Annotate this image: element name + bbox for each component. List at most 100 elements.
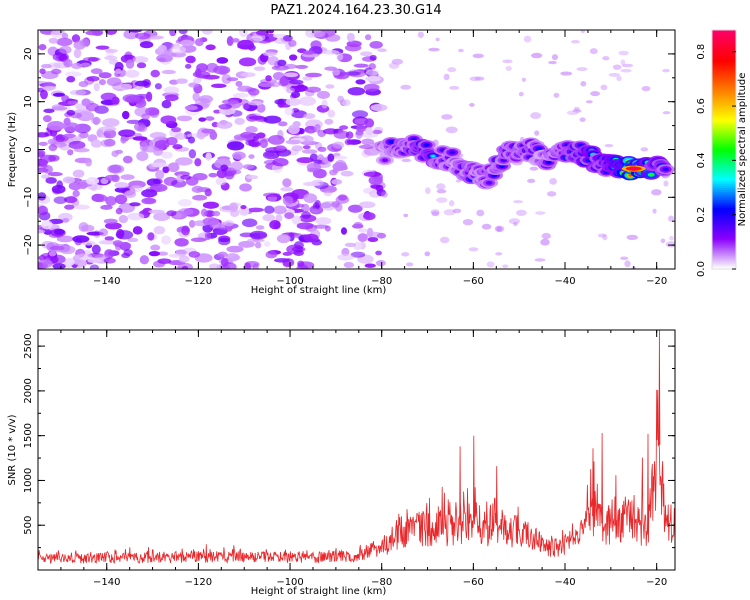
noise-blob bbox=[115, 68, 122, 74]
noise-blob bbox=[190, 237, 207, 243]
noise-blob bbox=[92, 116, 100, 126]
noise-blob bbox=[518, 91, 524, 97]
noise-blob bbox=[59, 45, 72, 55]
signal-blob bbox=[536, 147, 541, 150]
colorbar-segment bbox=[712, 179, 736, 182]
noise-blob bbox=[302, 145, 311, 150]
noise-blob bbox=[171, 179, 187, 188]
noise-blob bbox=[361, 132, 379, 138]
colorbar-segment bbox=[712, 171, 736, 174]
bottom-y-tick-label: 1500 bbox=[23, 423, 34, 448]
colorbar-segment bbox=[712, 255, 736, 258]
noise-blob bbox=[49, 245, 65, 251]
noise-blob bbox=[127, 237, 139, 243]
noise-blob bbox=[148, 209, 165, 214]
signal-blob bbox=[500, 164, 505, 168]
colorbar-segment bbox=[712, 267, 736, 270]
colorbar-segment bbox=[712, 33, 736, 37]
noise-blob bbox=[288, 124, 300, 135]
signal-blob bbox=[382, 159, 387, 162]
noise-blob bbox=[163, 48, 173, 59]
signal-blob bbox=[424, 143, 429, 147]
noise-blob bbox=[65, 257, 75, 266]
noise-blob bbox=[215, 177, 227, 186]
noise-blob bbox=[436, 189, 447, 194]
noise-blob bbox=[38, 229, 46, 234]
colorbar-segment bbox=[712, 77, 736, 81]
colorbar-label: Normalized spectral amplitude bbox=[737, 73, 748, 227]
noise-blob bbox=[68, 140, 86, 150]
noise-blob bbox=[357, 233, 368, 242]
noise-blob bbox=[254, 241, 262, 249]
colorbar-segment bbox=[712, 183, 736, 186]
noise-blob bbox=[529, 166, 539, 171]
noise-blob bbox=[116, 228, 125, 239]
noise-blob bbox=[247, 100, 263, 106]
noise-blob bbox=[177, 208, 194, 216]
noise-blob bbox=[469, 76, 481, 82]
noise-blob bbox=[122, 110, 130, 120]
noise-blob bbox=[303, 113, 316, 120]
signal-blob bbox=[389, 140, 394, 144]
noise-blob bbox=[226, 77, 239, 82]
noise-blob bbox=[376, 232, 387, 239]
bottom-x-tick-label: −40 bbox=[554, 577, 575, 588]
noise-blob bbox=[160, 115, 177, 125]
noise-blob bbox=[264, 205, 275, 214]
top-y-tick-label: −20 bbox=[23, 235, 34, 256]
colorbar-segment bbox=[712, 151, 736, 155]
noise-blob bbox=[139, 41, 154, 49]
noise-blob bbox=[195, 68, 202, 78]
noise-blob bbox=[296, 157, 315, 164]
noise-blob bbox=[344, 242, 357, 247]
noise-blob bbox=[276, 234, 291, 244]
noise-blob bbox=[279, 76, 289, 86]
colorbar-segment bbox=[712, 187, 736, 190]
noise-blob bbox=[235, 80, 243, 87]
noise-blob bbox=[112, 240, 123, 247]
noise-blob bbox=[65, 71, 82, 77]
noise-blob bbox=[92, 194, 108, 203]
bottom-y-axis-label: SNR (10 * v/v) bbox=[7, 414, 18, 485]
noise-blob bbox=[534, 258, 546, 262]
colorbar-segment bbox=[712, 123, 736, 127]
noise-blob bbox=[472, 53, 484, 59]
noise-blob bbox=[101, 118, 120, 128]
noise-blob bbox=[566, 110, 579, 116]
noise-blob bbox=[217, 251, 228, 258]
colorbar-segment bbox=[712, 263, 736, 266]
noise-blob bbox=[45, 177, 57, 184]
noise-blob bbox=[291, 215, 302, 225]
noise-blob bbox=[621, 63, 634, 68]
colorbar-segment bbox=[712, 55, 736, 59]
colorbar-segment bbox=[712, 185, 736, 188]
colorbar-segment bbox=[712, 47, 736, 51]
signal-blob bbox=[663, 168, 668, 171]
noise-blob bbox=[358, 228, 369, 233]
noise-blob bbox=[188, 219, 196, 228]
noise-blob bbox=[104, 30, 118, 36]
noise-blob bbox=[68, 181, 83, 191]
noise-blob bbox=[665, 241, 675, 248]
noise-blob bbox=[439, 236, 450, 244]
noise-blob bbox=[602, 234, 608, 241]
noise-blob bbox=[548, 60, 557, 65]
noise-blob bbox=[241, 218, 258, 228]
noise-blob bbox=[129, 185, 143, 193]
noise-blob bbox=[502, 59, 513, 64]
noise-blob bbox=[336, 52, 344, 61]
noise-blob bbox=[541, 232, 552, 240]
colorbar-segment bbox=[712, 41, 736, 45]
noise-blob bbox=[79, 38, 90, 47]
colorbar-segment bbox=[712, 165, 736, 169]
noise-blob bbox=[67, 100, 79, 105]
noise-blob bbox=[355, 124, 367, 132]
noise-blob bbox=[523, 35, 532, 43]
noise-blob bbox=[262, 192, 281, 198]
noise-blob bbox=[424, 251, 431, 257]
noise-blob bbox=[123, 249, 133, 256]
noise-blob bbox=[232, 151, 246, 160]
colorbar-segment bbox=[712, 139, 736, 143]
colorbar-segment bbox=[712, 155, 736, 159]
noise-blob bbox=[124, 190, 137, 199]
